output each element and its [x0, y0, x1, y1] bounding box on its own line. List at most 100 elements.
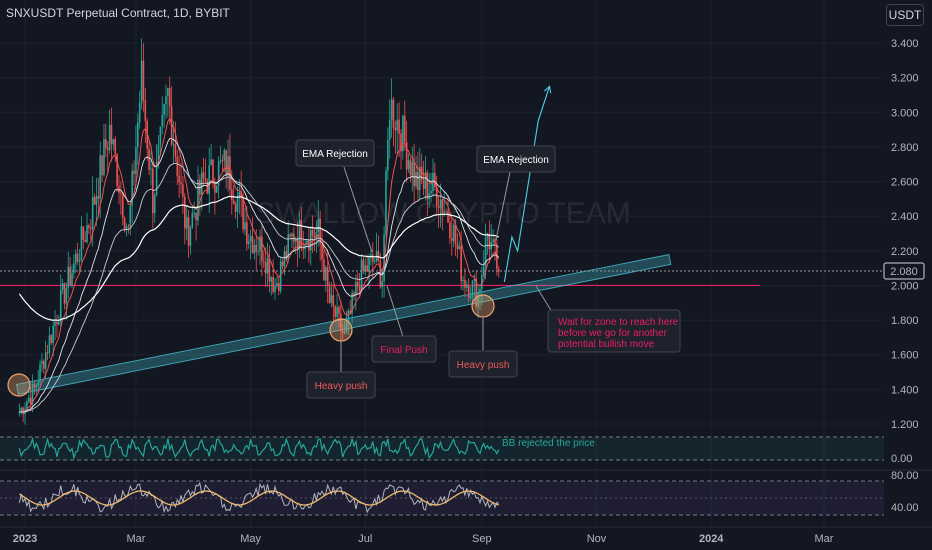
svg-text:80.00: 80.00 [891, 470, 919, 482]
candle-body [170, 106, 173, 145]
candle-body [447, 211, 449, 223]
candle-body [349, 310, 352, 314]
candle-body [67, 266, 70, 289]
candle-body [293, 233, 295, 242]
candle-body [441, 199, 444, 213]
candle-body [302, 248, 305, 250]
svg-text:potential bullish move: potential bullish move [558, 339, 655, 350]
candle-body [362, 259, 365, 271]
candle-body [22, 407, 24, 415]
candle-body [360, 259, 363, 291]
annotation-final-push: Final Push [371, 335, 437, 363]
candle-body [366, 265, 368, 272]
candle-body [150, 168, 152, 170]
y-tick-label: 3.400 [891, 38, 919, 50]
candle-body [120, 192, 122, 194]
candle-body [214, 184, 216, 193]
candle-body [123, 218, 126, 230]
candle-body [274, 286, 276, 293]
candle-body [242, 197, 244, 230]
currency-button[interactable]: USDT [886, 4, 924, 26]
candle-body [71, 272, 73, 286]
candle-body [484, 237, 487, 267]
candle-body [396, 119, 399, 131]
candle-body [387, 139, 389, 171]
candle-body [469, 297, 472, 299]
candle-body [437, 206, 440, 208]
candle-body [101, 155, 103, 176]
candle-body [114, 139, 117, 155]
annotation-ema-rejection-2: EMA Rejection [476, 145, 556, 173]
candle-body [219, 160, 222, 162]
candle-body [31, 384, 34, 404]
candle-body [41, 360, 43, 365]
annotation-heavy-push-1: Heavy push [306, 371, 376, 399]
candles [18, 38, 500, 425]
candle-body [458, 246, 461, 249]
candle-body [345, 322, 348, 333]
candle-body [368, 257, 370, 272]
candle-body [278, 282, 280, 291]
candle-body [80, 226, 83, 261]
candle-body [232, 200, 235, 205]
candle-body [270, 277, 273, 282]
candle-body [221, 160, 224, 162]
candle-body [372, 254, 374, 262]
candle-body [394, 127, 397, 131]
candle-body [50, 335, 53, 343]
svg-text:40.00: 40.00 [891, 502, 919, 514]
candle-body [443, 211, 446, 213]
candle-body [131, 170, 133, 206]
candle-body [253, 245, 256, 254]
moving-averages [18, 117, 500, 413]
candle-body [184, 196, 186, 229]
candle-body [407, 160, 410, 170]
candle-body [283, 251, 286, 267]
candle-body [419, 166, 421, 191]
candle-body [334, 306, 336, 317]
candle-body [311, 229, 314, 236]
candle-body [355, 281, 357, 296]
candle-body [379, 260, 382, 287]
candle-body [494, 239, 496, 244]
candle-body [82, 226, 85, 240]
candle-body [133, 170, 135, 175]
candle-body [127, 226, 130, 228]
candle-body [174, 144, 177, 157]
candle-body [217, 161, 220, 186]
candle-body [281, 261, 284, 267]
candle-body [338, 306, 340, 314]
candle-body [69, 266, 71, 286]
candle-body [86, 225, 88, 243]
candle-body [157, 144, 160, 162]
candle-body [473, 278, 476, 281]
candle-body [129, 205, 132, 228]
candle-body [272, 277, 274, 293]
candle-body [317, 218, 320, 233]
candle-body [388, 120, 391, 140]
candle-body [300, 219, 303, 249]
candle-body [202, 172, 205, 178]
candle-body [212, 159, 214, 185]
candle-body [33, 384, 36, 388]
candle-body [479, 288, 481, 293]
candle-body [353, 292, 355, 296]
candle-body [189, 227, 192, 246]
candle-body [54, 321, 56, 326]
x-tick-label: Mar [815, 533, 834, 545]
candle-body [43, 360, 45, 369]
candle-body [135, 147, 137, 175]
candle-body [294, 238, 297, 242]
candle-body [152, 168, 154, 214]
candle-body [249, 236, 252, 242]
svg-text:0.00: 0.00 [891, 453, 912, 465]
candle-body [108, 124, 111, 150]
candle-body [142, 60, 145, 101]
candle-body [37, 381, 39, 386]
candle-body [426, 172, 429, 200]
candle-body [466, 284, 468, 288]
candle-body [257, 251, 259, 253]
y-tick-label: 2.800 [891, 142, 919, 154]
candle-body [343, 332, 346, 334]
